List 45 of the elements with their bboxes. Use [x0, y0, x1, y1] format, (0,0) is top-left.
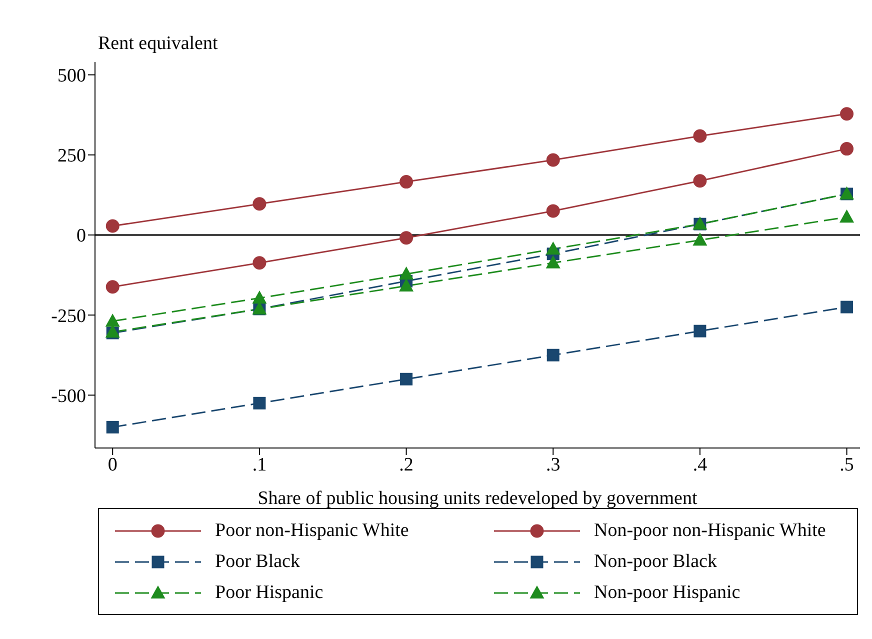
point	[400, 279, 414, 292]
x-tick-label: 0	[108, 454, 118, 476]
y-tick-label: 500	[58, 66, 86, 87]
point	[546, 348, 560, 362]
point	[252, 256, 266, 270]
legend-label: Poor Black	[215, 550, 300, 572]
point	[546, 204, 560, 218]
point	[840, 142, 854, 156]
x-tick-label: .4	[692, 454, 708, 476]
point	[546, 242, 560, 255]
point	[106, 219, 120, 233]
y-axis-title: Rent equivalent	[98, 33, 218, 55]
point	[840, 210, 854, 223]
x-axis-title: Share of public housing units redeveloped by government	[258, 488, 698, 509]
point	[693, 233, 707, 246]
y-tick-label: 250	[58, 146, 86, 167]
legend-label: Poor non-Hispanic White	[215, 520, 409, 542]
y-tick-label: -500	[51, 386, 86, 407]
point	[253, 396, 266, 410]
point	[693, 174, 707, 188]
x-tick-label: .1	[252, 454, 267, 476]
legend-label: Non-poor non-Hispanic White	[594, 520, 826, 542]
y-tick-label: 0	[76, 226, 86, 247]
point	[693, 129, 707, 143]
point	[400, 267, 414, 280]
y-tick-label: -250	[51, 306, 86, 327]
legend-label: Non-poor Black	[594, 550, 717, 572]
point	[400, 175, 414, 189]
point	[106, 280, 120, 294]
point	[400, 372, 413, 386]
point	[840, 107, 854, 121]
point	[694, 324, 706, 338]
x-tick-label: .2	[399, 454, 414, 476]
point	[106, 420, 119, 434]
point	[546, 256, 560, 268]
legend-label: Non-poor Hispanic	[594, 582, 740, 604]
point	[840, 300, 854, 314]
point	[252, 291, 266, 304]
point	[400, 231, 414, 245]
point	[252, 197, 266, 211]
x-tick-label: .3	[546, 454, 560, 476]
point	[106, 314, 120, 327]
legend-label: Poor Hispanic	[215, 582, 324, 604]
x-tick-label: .5	[840, 454, 854, 476]
point	[546, 153, 560, 167]
